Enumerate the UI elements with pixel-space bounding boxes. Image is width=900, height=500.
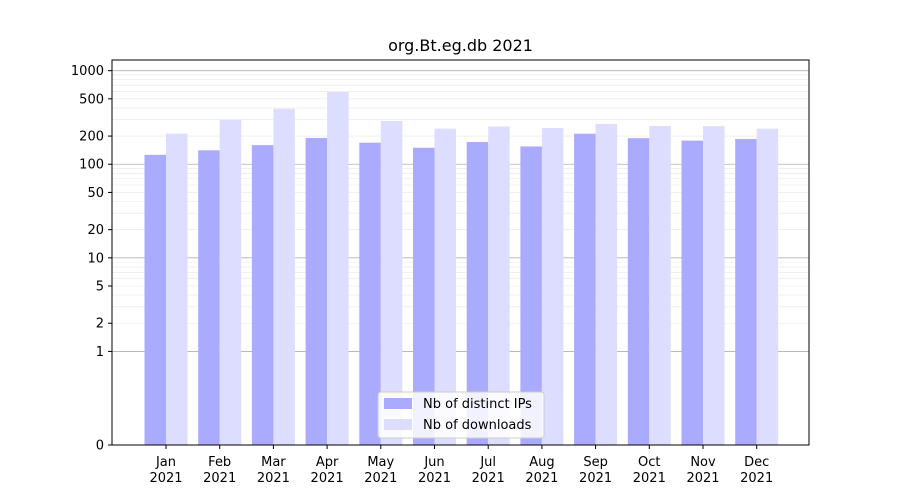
y-tick-label: 10 (87, 251, 104, 266)
bar-downloads-jan (166, 133, 188, 446)
x-tick-label-year: 2021 (149, 471, 182, 486)
bar-downloads-dec (756, 128, 779, 445)
x-tick-label-month: Oct (638, 455, 660, 470)
y-tick-label: 5 (96, 280, 104, 295)
y-tick-label: 500 (79, 92, 104, 107)
bar-distinct-ips-jul (466, 141, 489, 445)
x-tick-label-month: Jul (479, 455, 496, 470)
x-tick-label-year: 2021 (257, 471, 290, 486)
bar-downloads-sep (595, 123, 618, 445)
x-tick-label-year: 2021 (686, 471, 719, 486)
x-tick-label-month: Aug (529, 455, 554, 470)
x-tick-label-year: 2021 (203, 471, 236, 486)
bar-downloads-nov (703, 126, 725, 445)
x-tick-label-year: 2021 (311, 471, 344, 486)
y-tick-label: 0 (96, 439, 104, 454)
y-tick-label: 100 (79, 158, 104, 173)
y-tick-label: 200 (79, 130, 104, 145)
x-tick-label-month: Jan (155, 455, 176, 470)
bars (144, 91, 779, 446)
bar-distinct-ips-apr (305, 137, 328, 445)
x-axis: Jan2021Feb2021Mar2021Apr2021May2021Jun20… (149, 445, 773, 486)
bar-distinct-ips-jun (413, 147, 435, 445)
legend-swatch (384, 398, 412, 409)
bar-distinct-ips-feb (198, 150, 220, 445)
bar-downloads-jul (488, 126, 510, 446)
x-tick-label-year: 2021 (364, 471, 397, 486)
legend-label: Nb of downloads (423, 418, 532, 433)
bar-downloads-feb (219, 119, 242, 445)
x-tick-label-month: May (367, 455, 394, 470)
bar-distinct-ips-nov (681, 140, 703, 446)
bar-distinct-ips-sep (574, 133, 596, 446)
x-tick-label-month: Apr (316, 455, 339, 470)
legend-box (377, 391, 545, 439)
x-tick-label-year: 2021 (633, 471, 666, 486)
bar-distinct-ips-oct (627, 138, 650, 446)
y-axis: 0 1 2 5 10 20 50 100 200 500 1000 (71, 64, 112, 454)
bar-downloads-apr (327, 91, 349, 445)
x-tick-label-year: 2021 (579, 471, 612, 486)
x-tick-label-month: Mar (261, 455, 286, 470)
x-tick-label-month: Sep (583, 455, 608, 470)
legend-swatch (384, 419, 412, 430)
legend-label: Nb of distinct IPs (423, 397, 532, 412)
y-tick-label: 50 (87, 186, 104, 201)
bar-downloads-oct (649, 126, 671, 446)
chart-title: org.Bt.eg.db 2021 (388, 36, 533, 55)
bar-downloads-mar (273, 108, 295, 445)
bar-distinct-ips-dec (735, 139, 757, 445)
x-tick-label-month: Nov (690, 455, 716, 470)
bar-distinct-ips-may (359, 142, 381, 445)
bar-downloads-jun (434, 128, 456, 445)
bar-downloads-may (380, 120, 403, 445)
plot-frame (111, 59, 810, 446)
x-tick-label-year: 2021 (740, 471, 773, 486)
x-tick-label-year: 2021 (472, 471, 505, 486)
bar-distinct-ips-jan (144, 154, 166, 445)
x-tick-label-year: 2021 (525, 471, 558, 486)
x-tick-label-month: Dec (744, 455, 769, 470)
bar-downloads-aug (541, 127, 564, 446)
y-tick-label: 1000 (71, 64, 104, 79)
bar-distinct-ips-aug (520, 146, 542, 446)
y-tick-label: 20 (87, 223, 104, 238)
x-tick-label-month: Feb (208, 455, 231, 470)
x-tick-label-year: 2021 (418, 471, 451, 486)
bar-distinct-ips-mar (251, 145, 274, 445)
y-tick-label: 1 (96, 345, 104, 360)
x-tick-label-month: Jun (423, 455, 444, 470)
y-tick-label: 2 (96, 317, 104, 332)
legend: Nb of distinct IPs Nb of downloads (377, 391, 545, 439)
